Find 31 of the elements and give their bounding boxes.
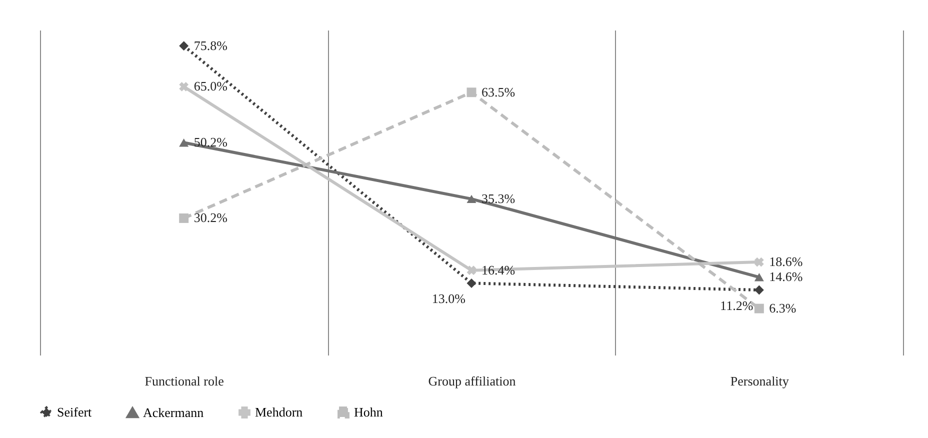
x-tick-label: Group affiliation	[428, 374, 516, 388]
point	[754, 257, 764, 267]
data-label: 63.5%	[482, 84, 516, 100]
data-label: 18.6%	[769, 254, 803, 270]
legend-label: Ackermann	[143, 404, 204, 420]
point	[179, 41, 189, 51]
data-label: 6.3%	[769, 300, 796, 316]
data-label: 50.2%	[194, 134, 228, 150]
x-tick-label: Functional role	[144, 374, 224, 388]
point	[179, 82, 189, 92]
legend-label: Hohn	[354, 404, 384, 420]
point	[754, 285, 764, 295]
point	[466, 194, 476, 204]
data-label: 65.0%	[194, 78, 228, 94]
point	[754, 273, 764, 282]
data-label: 35.3%	[482, 190, 516, 206]
data-label: 14.6%	[769, 269, 803, 284]
point	[466, 278, 476, 288]
legend-label: Seifert	[57, 404, 92, 420]
data-label: 11.2%	[720, 298, 754, 313]
point	[179, 138, 189, 147]
point	[754, 304, 764, 314]
data-label: 75.8%	[194, 38, 228, 53]
point	[466, 88, 476, 98]
data-label: 16.4%	[482, 262, 516, 278]
point	[179, 213, 189, 223]
data-label: 30.2%	[194, 210, 228, 226]
legend-label: Mehdorn	[255, 404, 304, 420]
x-tick-label: Personality	[730, 374, 790, 388]
data-label: 13.0%	[432, 291, 466, 306]
point	[466, 266, 476, 276]
